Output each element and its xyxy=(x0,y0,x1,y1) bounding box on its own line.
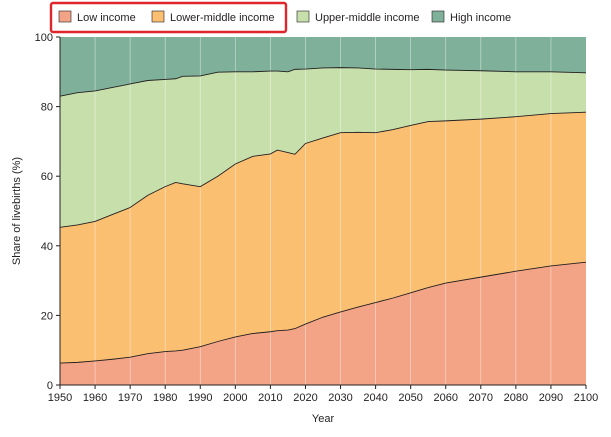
boundary-line-upper-middle-income xyxy=(59,67,587,97)
y-tick-label: 100 xyxy=(35,32,53,44)
area-low-income xyxy=(60,262,586,385)
x-tick-label: 2020 xyxy=(293,392,317,404)
y-tick-label: 80 xyxy=(41,102,53,114)
x-tick-label: 1990 xyxy=(188,392,212,404)
legend-swatch-low-income xyxy=(58,10,72,23)
y-axis-label: Share of livebirths (%) xyxy=(11,157,23,265)
x-axis-label: Year xyxy=(312,413,335,425)
boundary-line-low-income xyxy=(59,261,587,364)
legend-label-upper-middle-income: Upper-middle income xyxy=(315,12,420,24)
x-tick-label: 2090 xyxy=(539,392,563,404)
x-gridlines xyxy=(94,37,552,385)
y-tick-label: 0 xyxy=(47,380,53,392)
x-tick-label: 1960 xyxy=(83,392,107,404)
legend-highlight-box xyxy=(49,1,288,34)
x-tick-label: 2040 xyxy=(363,392,387,404)
legend-label-high-income: High income xyxy=(450,12,511,24)
legend-label-low-income: Low income xyxy=(77,12,136,24)
legend: Low income Lower-middle income Upper-middl… xyxy=(49,1,511,34)
x-tick-label: 1950 xyxy=(48,392,72,404)
legend-label-lower-middle-income: Lower-middle income xyxy=(170,12,275,24)
x-tick-label: 1970 xyxy=(118,392,142,404)
y-tick-label: 60 xyxy=(41,171,53,183)
x-tick-label: 2060 xyxy=(433,392,457,404)
legend-swatch-lower-middle-income xyxy=(151,10,165,23)
area-lower-middle-income xyxy=(60,112,586,364)
series-boundary-lines xyxy=(59,67,587,364)
x-tick-label: 2010 xyxy=(258,392,282,404)
area-upper-middle-income xyxy=(60,67,586,228)
x-tick-label: 2100 xyxy=(574,392,598,404)
y-tick-label: 20 xyxy=(41,310,53,322)
axes xyxy=(59,37,586,386)
boundary-line-lower-middle-income xyxy=(59,111,587,228)
x-axis-ticks: 1950 1960 1970 1980 1990 2000 2010 2020 2030 2040… xyxy=(48,385,598,404)
legend-swatch-upper-middle-income xyxy=(296,10,310,23)
legend-swatch-high-income xyxy=(431,10,445,23)
y-tick-label: 40 xyxy=(41,241,53,253)
x-tick-label: 2070 xyxy=(469,392,493,404)
x-tick-label: 2030 xyxy=(328,392,352,404)
plot-areas xyxy=(60,37,586,385)
area-high-income xyxy=(60,37,586,97)
x-tick-label: 2000 xyxy=(223,392,247,404)
x-tick-label: 1980 xyxy=(153,392,177,404)
y-axis-ticks: 0 20 40 60 80 100 xyxy=(35,32,60,392)
x-tick-label: 2050 xyxy=(398,392,422,404)
x-tick-label: 2080 xyxy=(504,392,528,404)
